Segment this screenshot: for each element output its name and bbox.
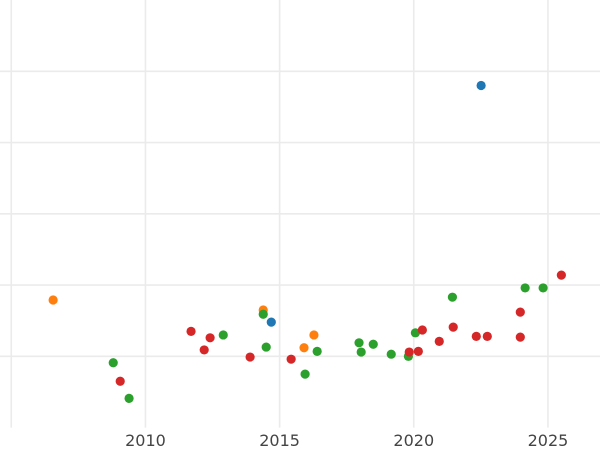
data-point <box>354 338 364 348</box>
x-tick-label: 2015 <box>259 431 300 450</box>
data-point <box>404 347 414 357</box>
data-point <box>300 369 310 379</box>
grid-lines <box>0 0 600 428</box>
data-point <box>258 309 268 319</box>
data-point <box>261 342 271 352</box>
data-point <box>515 307 525 317</box>
data-point <box>245 352 255 362</box>
data-point <box>417 325 427 335</box>
data-point <box>199 345 209 355</box>
data-point <box>471 331 481 341</box>
data-point <box>124 393 134 403</box>
data-point <box>205 333 215 343</box>
data-point <box>218 330 228 340</box>
x-tick-labels: 2010 2015 2020 2025 <box>125 431 568 450</box>
data-point <box>538 283 548 293</box>
data-point <box>386 349 396 359</box>
data-point <box>476 80 486 91</box>
data-point <box>368 339 378 349</box>
data-point <box>447 292 458 302</box>
data-point <box>482 331 492 341</box>
data-point <box>520 283 530 293</box>
data-point <box>515 332 525 342</box>
data-point <box>410 328 420 338</box>
data-point <box>48 295 58 305</box>
data-point <box>266 317 276 327</box>
data-point <box>299 343 309 353</box>
data-point <box>108 358 118 368</box>
data-point <box>413 346 423 356</box>
data-point <box>556 270 566 280</box>
x-tick-label: 2010 <box>125 431 166 450</box>
data-point <box>186 326 196 336</box>
data-point <box>434 336 444 346</box>
x-tick-label: 2020 <box>393 431 434 450</box>
data-point <box>309 330 319 340</box>
data-point <box>448 322 458 332</box>
data-point <box>312 346 322 356</box>
data-point <box>115 376 125 386</box>
data-point <box>286 354 296 364</box>
data-points <box>48 80 566 403</box>
data-point <box>356 347 366 357</box>
x-tick-label: 2025 <box>528 431 569 450</box>
